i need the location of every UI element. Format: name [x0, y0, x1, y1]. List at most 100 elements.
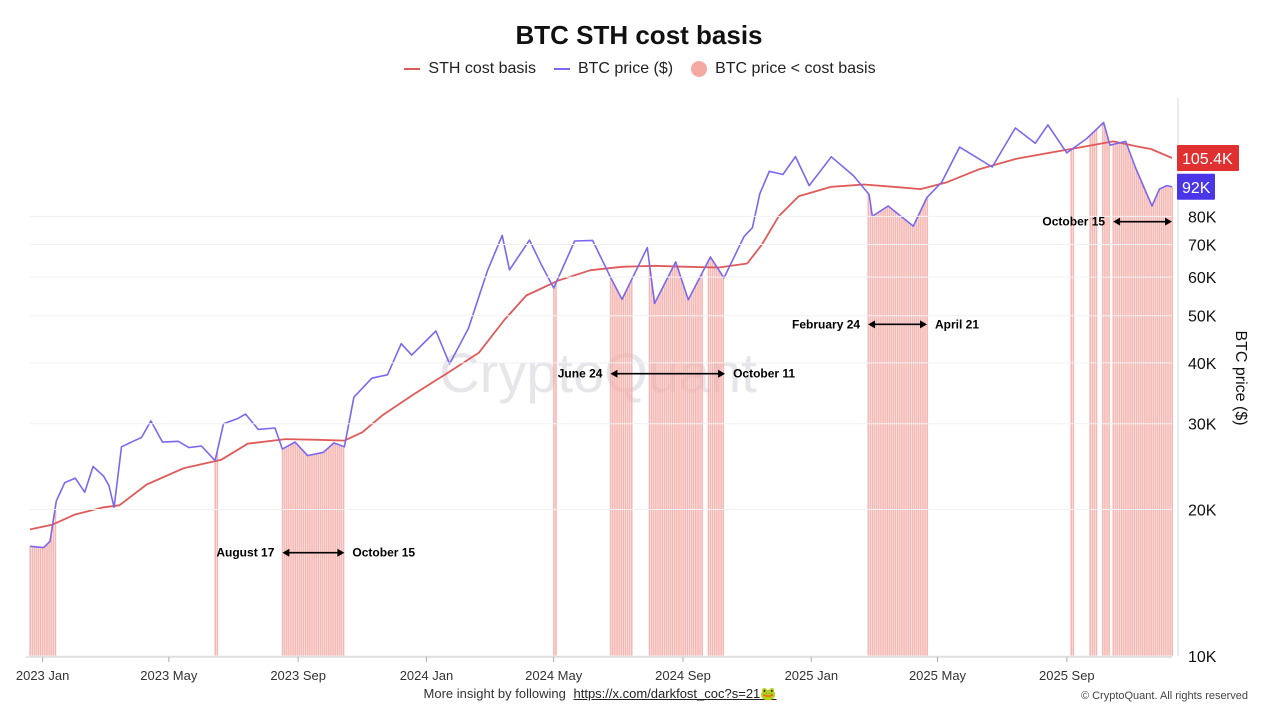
below-cost-basis-bar — [37, 547, 40, 656]
below-cost-basis-bar — [321, 452, 324, 656]
legend-item-sth-cost-basis[interactable]: STH cost basis — [404, 60, 536, 78]
x-tick-label: 2023 Sep — [270, 668, 326, 683]
below-cost-basis-bar — [1152, 203, 1155, 656]
below-cost-basis-bar — [1123, 141, 1125, 657]
below-cost-basis-bar — [29, 546, 31, 656]
y-tick-label: 60K — [1188, 270, 1217, 287]
watermark: CryptoQuant — [439, 341, 757, 404]
below-cost-basis-bar — [302, 451, 305, 656]
below-cost-basis-bar — [707, 261, 710, 656]
below-cost-basis-bar — [334, 443, 336, 656]
last-value-label: 105.4K — [1182, 151, 1233, 168]
below-cost-basis-bar — [1169, 186, 1171, 656]
below-cost-basis-bar — [911, 225, 914, 657]
below-cost-basis-bar — [1144, 188, 1146, 656]
below-cost-basis-bar — [1162, 187, 1165, 657]
below-cost-basis-bar — [44, 546, 46, 656]
below-cost-basis-bar — [1156, 193, 1159, 656]
x-tick-label: 2025 May — [909, 668, 967, 683]
y-tick-label: 10K — [1188, 649, 1217, 666]
below-cost-basis-bar — [315, 453, 318, 656]
below-cost-basis-bar — [1095, 129, 1098, 656]
arrow-left-icon — [1113, 217, 1121, 226]
legend-item-btc-price[interactable]: BTC price ($) — [553, 60, 674, 78]
legend: STH cost basis BTC price ($) BTC price <… — [0, 60, 1280, 78]
below-cost-basis-bar — [674, 263, 676, 656]
y-tick-label: 80K — [1188, 209, 1217, 226]
legend-label: BTC price < cost basis — [715, 60, 876, 77]
below-cost-basis-bar — [1137, 174, 1140, 657]
below-cost-basis-bar — [1108, 141, 1110, 656]
below-cost-basis-bar — [684, 290, 687, 656]
arrow-left-icon — [282, 548, 290, 557]
legend-label: STH cost basis — [428, 60, 536, 77]
below-cost-basis-bar — [905, 220, 907, 656]
legend-label: BTC price ($) — [577, 60, 674, 77]
below-cost-basis-bar — [1112, 144, 1115, 656]
below-cost-basis-bar — [663, 284, 666, 656]
below-cost-basis-bar — [622, 297, 625, 656]
below-cost-basis-bar — [54, 507, 57, 656]
x-tick-label: 2024 May — [525, 668, 583, 683]
below-cost-basis-bar — [292, 443, 294, 656]
below-cost-basis-bar — [661, 288, 663, 656]
below-cost-basis-bar — [886, 206, 889, 656]
below-cost-basis-bar — [680, 277, 682, 656]
below-cost-basis-bar — [1160, 188, 1163, 657]
annotations: August 17 October 15 June 24 October 11 Febr… — [216, 215, 1172, 560]
footer-link[interactable]: https://x.com/darkfost_coc?s=21🐸 — [573, 686, 777, 701]
below-cost-basis-bar — [926, 197, 928, 656]
below-cost-basis-bar — [650, 279, 653, 656]
below-cost-basis-bar — [616, 289, 618, 656]
last-value-badge — [1177, 145, 1239, 172]
below-cost-basis-bar — [709, 256, 712, 656]
below-cost-basis-bar — [1139, 179, 1142, 656]
series-lines — [29, 121, 1173, 549]
below-cost-basis-bar — [713, 263, 716, 656]
below-cost-basis-bar — [720, 273, 722, 656]
below-cost-basis-bar — [676, 265, 678, 656]
below-cost-basis-bar — [655, 301, 657, 656]
below-cost-basis-bar — [626, 288, 629, 656]
legend-item-below-cost-basis[interactable]: BTC price < cost basis — [691, 60, 876, 78]
below-cost-basis-bar — [659, 293, 661, 656]
below-cost-basis-bar — [39, 547, 42, 656]
below-cost-basis-bar — [296, 444, 299, 656]
below-cost-basis-bar — [317, 453, 320, 656]
annotation-start-label: February 24 — [792, 317, 860, 331]
chart-title: BTC STH cost basis — [515, 20, 763, 50]
below-cost-basis-bar — [1150, 203, 1152, 656]
y-tick-label: 40K — [1188, 356, 1217, 373]
below-cost-basis-bar — [1133, 164, 1136, 656]
below-cost-basis-bar — [917, 215, 920, 656]
below-cost-basis-bar — [624, 292, 627, 656]
below-cost-basis-bar — [294, 442, 296, 656]
below-cost-basis-bar — [323, 451, 326, 656]
below-cost-basis-bar — [618, 293, 620, 656]
below-cost-basis-bar — [688, 297, 691, 656]
below-cost-basis-bar — [1146, 193, 1148, 657]
below-cost-basis-bar — [1089, 135, 1091, 656]
below-cost-basis-bar — [718, 269, 720, 656]
below-cost-basis-bar — [873, 214, 876, 656]
below-cost-basis-bar — [328, 447, 330, 656]
below-cost-basis-bar — [690, 293, 693, 656]
below-cost-basis-bar — [1141, 184, 1144, 657]
below-cost-basis-bar — [1135, 169, 1138, 656]
below-cost-basis-bar — [1116, 143, 1119, 657]
below-cost-basis-bar — [682, 284, 685, 656]
x-tick-label: 2023 Jan — [16, 668, 70, 683]
x-tick-label: 2025 Sep — [1039, 668, 1095, 683]
below-cost-basis-bar — [330, 445, 332, 656]
y-axis-label: BTC price ($) — [1232, 330, 1249, 425]
below-cost-basis-bar — [1129, 152, 1131, 656]
below-cost-basis-bar — [50, 534, 53, 656]
below-cost-basis-bar — [1171, 186, 1173, 656]
below-cost-basis-bar — [553, 287, 555, 656]
below-cost-basis-bar — [1070, 149, 1073, 656]
below-cost-basis-bar — [611, 281, 614, 656]
below-cost-basis-bar — [1148, 198, 1150, 656]
below-cost-basis-bar — [332, 443, 334, 656]
below-cost-basis-bar — [216, 451, 219, 656]
last-value-label: 92K — [1182, 180, 1211, 197]
